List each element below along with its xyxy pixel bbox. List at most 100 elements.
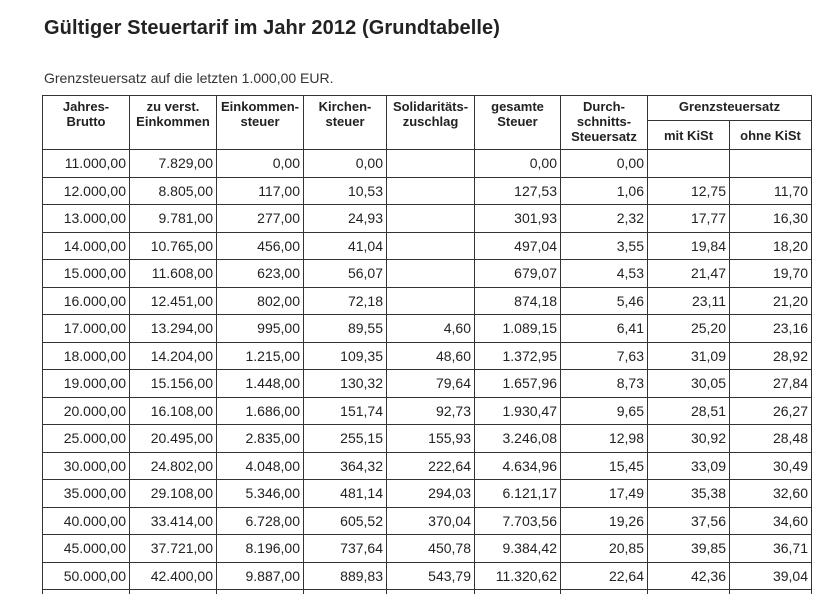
zu-verst-einkommen-cell: 29.108,00 xyxy=(129,479,217,508)
table-row: 40.000,00 33.414,00 6.728,00 605,52 370,04 7.… xyxy=(42,506,812,535)
gesamte-steuer-cell: 1.089,15 xyxy=(474,314,561,343)
grenzsteuersatz-mit-kist-cell: 39,85 xyxy=(647,534,730,563)
einkommensteuer-cell: 802,00 xyxy=(216,286,304,315)
header-text: gesamte xyxy=(491,99,544,114)
durchschnittssteuersatz-cell: 4,53 xyxy=(560,259,648,288)
table-header: Jahres- Brutto zu verst. Einkommen Einko… xyxy=(42,95,812,150)
solidaritaetszuschlag-cell: 4,60 xyxy=(386,314,475,343)
solidaritaetszuschlag-cell: 543,79 xyxy=(386,561,475,590)
einkommensteuer-cell: 4.048,00 xyxy=(216,451,304,480)
header-text: zuschlag xyxy=(402,114,459,129)
durchschnittssteuersatz-cell xyxy=(560,589,648,594)
table-row xyxy=(42,589,812,594)
gesamte-steuer-cell: 6.121,17 xyxy=(474,479,561,508)
grenzsteuersatz-mit-kist-cell: 21,47 xyxy=(647,259,730,288)
table-row: 30.000,00 24.802,00 4.048,00 364,32 222,64 4.… xyxy=(42,451,812,480)
zu-verst-einkommen-cell: 33.414,00 xyxy=(129,506,217,535)
jahres-brutto-cell: 11.000,00 xyxy=(42,149,130,178)
header-text: Steuer xyxy=(497,114,538,129)
durchschnittssteuersatz-cell: 19,26 xyxy=(560,506,648,535)
kirchensteuer-cell: 109,35 xyxy=(303,341,387,370)
table-row: 11.000,00 7.829,00 0,00 0,00 0,00 0,00 xyxy=(42,149,812,178)
durchschnittssteuersatz-cell: 6,41 xyxy=(560,314,648,343)
jahres-brutto-cell: 17.000,00 xyxy=(42,314,130,343)
grenzsteuersatz-ohne-kist-cell: 18,20 xyxy=(729,231,812,260)
header-text: Solidaritäts- xyxy=(392,99,469,114)
grenzsteuersatz-mit-kist-cell xyxy=(647,149,730,178)
solidaritaetszuschlag-cell xyxy=(386,231,475,260)
page-title: Gültiger Steuertarif im Jahr 2012 (Grund… xyxy=(44,17,501,39)
zu-verst-einkommen-cell: 11.608,00 xyxy=(129,259,217,288)
zu-verst-einkommen-cell: 7.829,00 xyxy=(129,149,217,178)
header-text: Einkommen- xyxy=(220,99,299,114)
header-gesamte-steuer: gesamte Steuer xyxy=(474,95,561,150)
durchschnittssteuersatz-cell: 2,32 xyxy=(560,204,648,233)
kirchensteuer-cell: 24,93 xyxy=(303,204,387,233)
header-jahres-brutto: Jahres- Brutto xyxy=(42,95,130,150)
table-row: 45.000,00 37.721,00 8.196,00 737,64 450,78 9.… xyxy=(42,534,812,563)
einkommensteuer-cell: 117,00 xyxy=(216,176,304,205)
solidaritaetszuschlag-cell: 155,93 xyxy=(386,424,475,453)
solidaritaetszuschlag-cell xyxy=(386,589,475,594)
einkommensteuer-cell: 995,00 xyxy=(216,314,304,343)
gesamte-steuer-cell: 127,53 xyxy=(474,176,561,205)
durchschnittssteuersatz-cell: 15,45 xyxy=(560,451,648,480)
solidaritaetszuschlag-cell xyxy=(386,176,475,205)
solidaritaetszuschlag-cell: 370,04 xyxy=(386,506,475,535)
jahres-brutto-cell: 19.000,00 xyxy=(42,369,130,398)
table-row: 50.000,00 42.400,00 9.887,00 889,83 543,79 11… xyxy=(42,561,812,590)
grenzsteuersatz-mit-kist-cell: 23,11 xyxy=(647,286,730,315)
jahres-brutto-cell: 40.000,00 xyxy=(42,506,130,535)
kirchensteuer-cell: 41,04 xyxy=(303,231,387,260)
header-mit-kist: mit KiSt xyxy=(647,120,730,150)
einkommensteuer-cell xyxy=(216,589,304,594)
grenzsteuersatz-ohne-kist-cell: 30,49 xyxy=(729,451,812,480)
durchschnittssteuersatz-cell: 8,73 xyxy=(560,369,648,398)
einkommensteuer-cell: 5.346,00 xyxy=(216,479,304,508)
zu-verst-einkommen-cell: 15.156,00 xyxy=(129,369,217,398)
header-zu-verst-einkommen: zu verst. Einkommen xyxy=(129,95,217,150)
einkommensteuer-cell: 277,00 xyxy=(216,204,304,233)
gesamte-steuer-cell: 4.634,96 xyxy=(474,451,561,480)
kirchensteuer-cell: 737,64 xyxy=(303,534,387,563)
durchschnittssteuersatz-cell: 1,06 xyxy=(560,176,648,205)
zu-verst-einkommen-cell: 16.108,00 xyxy=(129,396,217,425)
solidaritaetszuschlag-cell: 450,78 xyxy=(386,534,475,563)
grenzsteuersatz-ohne-kist-cell: 34,60 xyxy=(729,506,812,535)
zu-verst-einkommen-cell: 37.721,00 xyxy=(129,534,217,563)
header-text: Steuersatz xyxy=(571,129,637,144)
gesamte-steuer-cell: 1.372,95 xyxy=(474,341,561,370)
kirchensteuer-cell: 72,18 xyxy=(303,286,387,315)
gesamte-steuer-cell xyxy=(474,589,561,594)
durchschnittssteuersatz-cell: 22,64 xyxy=(560,561,648,590)
grenzsteuersatz-ohne-kist-cell: 36,71 xyxy=(729,534,812,563)
durchschnittssteuersatz-cell: 9,65 xyxy=(560,396,648,425)
jahres-brutto-cell: 20.000,00 xyxy=(42,396,130,425)
einkommensteuer-cell: 2.835,00 xyxy=(216,424,304,453)
header-text: zu verst. xyxy=(146,99,200,114)
grenzsteuersatz-mit-kist-cell: 42,36 xyxy=(647,561,730,590)
zu-verst-einkommen-cell: 9.781,00 xyxy=(129,204,217,233)
grenzsteuersatz-ohne-kist-cell: 32,60 xyxy=(729,479,812,508)
kirchensteuer-cell: 481,14 xyxy=(303,479,387,508)
header-ohne-kist: ohne KiSt xyxy=(729,120,812,150)
einkommensteuer-cell: 8.196,00 xyxy=(216,534,304,563)
gesamte-steuer-cell: 7.703,56 xyxy=(474,506,561,535)
einkommensteuer-cell: 456,00 xyxy=(216,231,304,260)
header-text: Brutto xyxy=(66,114,106,129)
jahres-brutto-cell: 16.000,00 xyxy=(42,286,130,315)
header-solidaritaetszuschlag: Solidaritäts- zuschlag xyxy=(386,95,475,150)
header-text: Durch- xyxy=(583,99,625,114)
header-grenzsteuersatz: Grenzsteuersatz xyxy=(647,95,812,121)
gesamte-steuer-cell: 9.384,42 xyxy=(474,534,561,563)
kirchensteuer-cell: 605,52 xyxy=(303,506,387,535)
durchschnittssteuersatz-cell: 7,63 xyxy=(560,341,648,370)
grenzsteuersatz-ohne-kist-cell: 23,16 xyxy=(729,314,812,343)
solidaritaetszuschlag-cell xyxy=(386,149,475,178)
kirchensteuer-cell: 56,07 xyxy=(303,259,387,288)
jahres-brutto-cell: 30.000,00 xyxy=(42,451,130,480)
solidaritaetszuschlag-cell xyxy=(386,204,475,233)
gesamte-steuer-cell: 301,93 xyxy=(474,204,561,233)
kirchensteuer-cell: 889,83 xyxy=(303,561,387,590)
